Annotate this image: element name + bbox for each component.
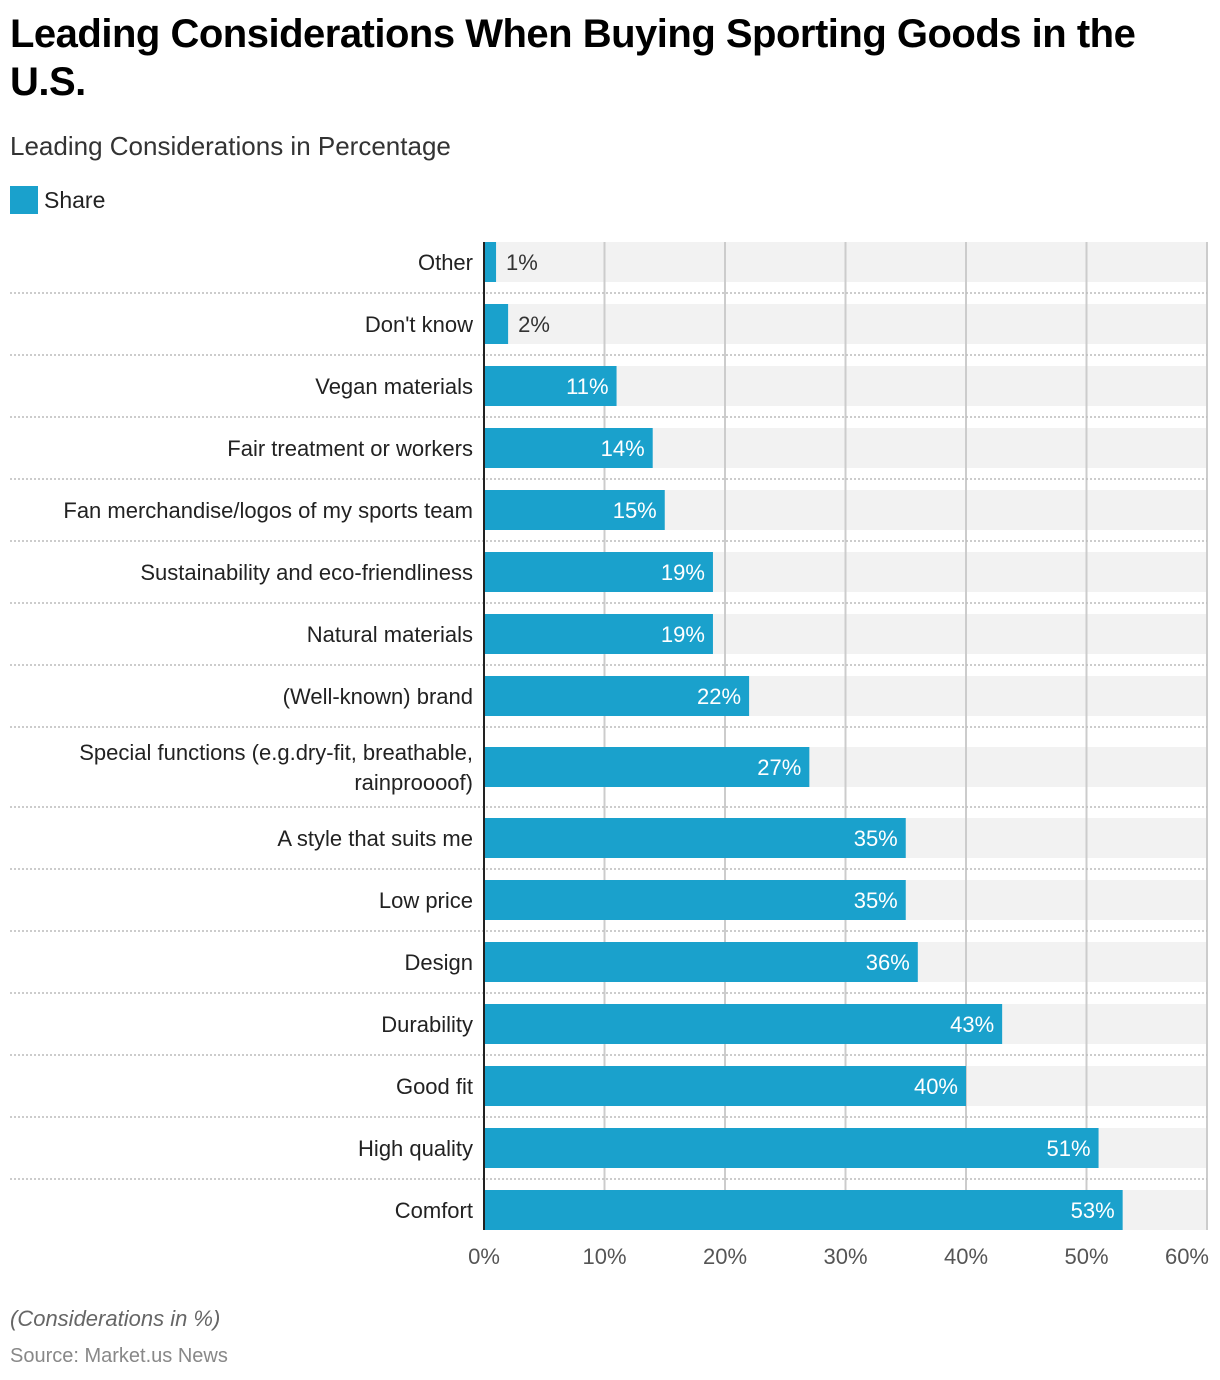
category-label: Special functions (e.g.dry-fit, breathab…	[79, 740, 473, 765]
category-label: Low price	[379, 888, 473, 913]
bar	[484, 552, 713, 592]
x-tick-label: 40%	[944, 1244, 988, 1269]
category-label: A style that suits me	[277, 826, 473, 851]
category-label: Natural materials	[307, 622, 473, 647]
bar	[484, 614, 713, 654]
bar	[484, 242, 497, 282]
bar	[484, 1004, 1003, 1044]
footnote: (Considerations in %)	[10, 1306, 221, 1331]
source-credit: Source: Market.us News	[10, 1345, 228, 1367]
bar-value-label: 19%	[661, 622, 705, 647]
category-label: rainproooof)	[354, 770, 473, 795]
category-label: Fan merchandise/logos of my sports team	[63, 498, 473, 523]
bar	[484, 942, 918, 982]
category-label: Other	[418, 250, 473, 275]
bar	[484, 880, 906, 920]
bar	[484, 747, 810, 787]
category-label: Don't know	[365, 312, 473, 337]
bar-value-label: 27%	[757, 755, 801, 780]
bar-value-label: 19%	[661, 560, 705, 585]
category-label: Design	[405, 950, 473, 975]
category-label: Fair treatment or workers	[227, 436, 473, 461]
legend: Share	[10, 186, 105, 214]
chart-title: Leading Considerations When Buying Sport…	[10, 12, 1136, 104]
bar	[484, 490, 665, 530]
x-tick-label: 20%	[703, 1244, 747, 1269]
x-tick-label: 30%	[823, 1244, 867, 1269]
x-tick-label: 60%	[1165, 1244, 1209, 1269]
legend-label: Share	[44, 186, 106, 213]
bar	[484, 366, 617, 406]
category-label: Comfort	[395, 1198, 473, 1223]
x-tick-label: 0%	[468, 1244, 500, 1269]
category-label: Durability	[381, 1012, 473, 1037]
category-label: Good fit	[396, 1074, 473, 1099]
bar-value-label: 11%	[566, 374, 608, 399]
bar-value-label: 43%	[950, 1012, 994, 1037]
bar-value-label: 35%	[854, 888, 898, 913]
chart-subtitle: Leading Considerations in Percentage	[10, 131, 451, 161]
category-label: High quality	[358, 1136, 473, 1161]
bar-value-label: 22%	[697, 684, 741, 709]
bar-value-label: 51%	[1047, 1136, 1091, 1161]
bar-value-label: 53%	[1071, 1198, 1115, 1223]
bar	[484, 1128, 1099, 1168]
bar	[484, 304, 509, 344]
x-tick-label: 50%	[1064, 1244, 1108, 1269]
bar-value-label: 15%	[613, 498, 657, 523]
category-label: Sustainability and eco-friendliness	[140, 560, 473, 585]
bar-value-label: 14%	[601, 436, 645, 461]
bar-value-label: 36%	[866, 950, 910, 975]
bar-value-label: 2%	[518, 312, 550, 337]
bar	[484, 676, 750, 716]
bar	[484, 818, 906, 858]
x-tick-label: 10%	[582, 1244, 626, 1269]
bar	[484, 428, 653, 468]
bar-value-label: 35%	[854, 826, 898, 851]
bar-value-label: 1%	[506, 250, 538, 275]
category-label: (Well-known) brand	[283, 684, 473, 709]
bar-chart: 1% Other 2% Don't know 11% Vegan materials 14%…	[10, 242, 1209, 1269]
bar	[484, 1066, 966, 1106]
bar	[484, 1190, 1123, 1230]
legend-swatch	[10, 186, 38, 214]
bar-value-label: 40%	[914, 1074, 958, 1099]
category-label: Vegan materials	[315, 374, 473, 399]
